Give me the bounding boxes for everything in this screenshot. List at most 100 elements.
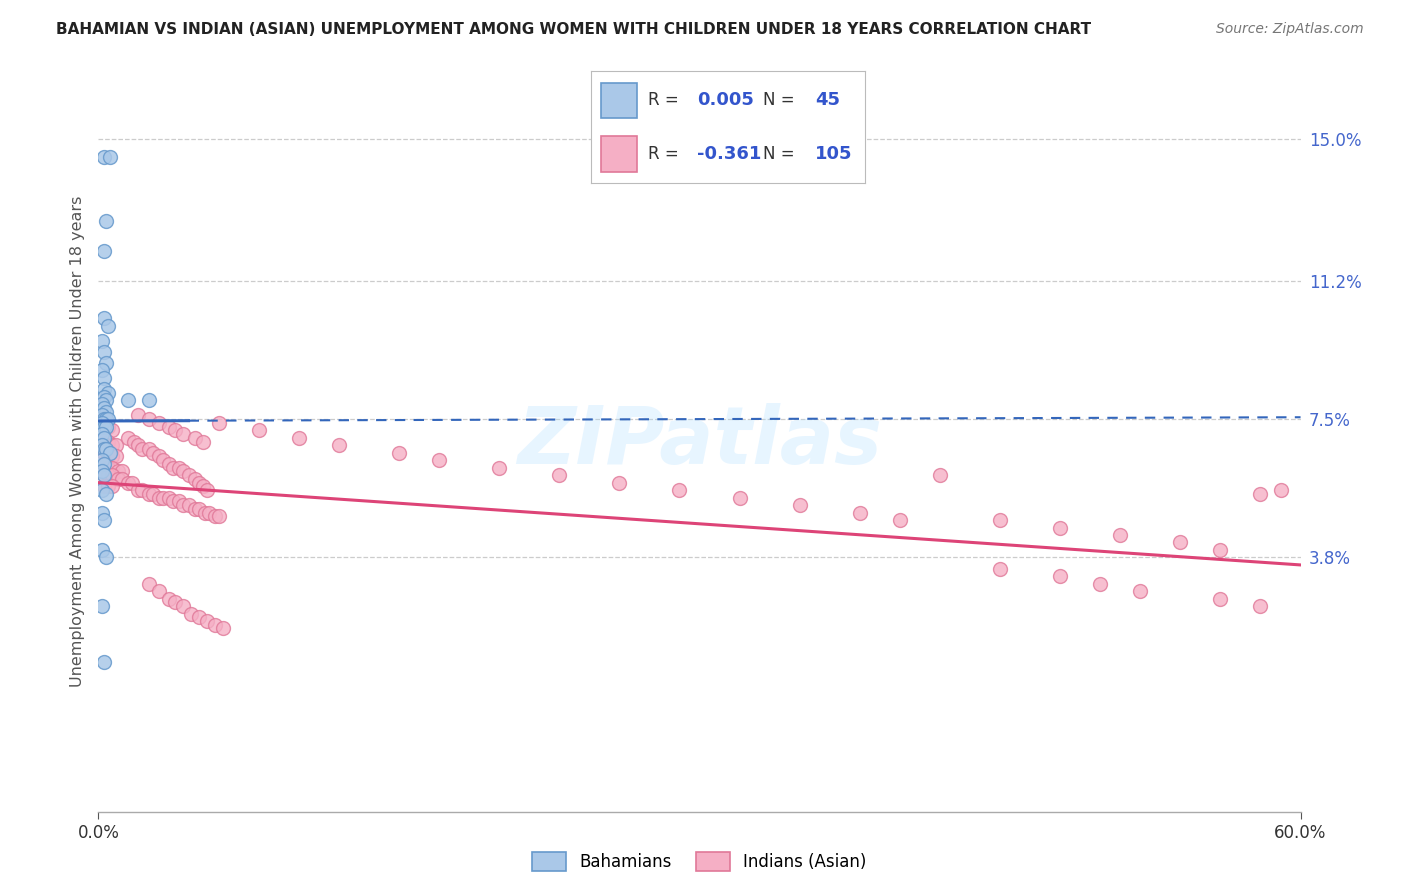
Point (157, 491, 180, 505)
Point (91, 427, 114, 442)
Point (91, 397, 114, 411)
Text: N =: N = (763, 145, 794, 163)
Point (427, 453, 450, 467)
Point (91, 465, 114, 479)
Point (1250, 487, 1272, 501)
Point (97, 419, 120, 434)
Point (148, 416, 170, 430)
Text: ZIPatlas: ZIPatlas (517, 402, 882, 481)
Point (97, 412, 120, 426)
Point (91, 506, 114, 520)
Point (93, 390, 115, 404)
Point (208, 509, 231, 524)
Point (96, 442, 118, 456)
Point (128, 438, 150, 452)
Point (101, 438, 124, 452)
Point (97, 434, 120, 449)
Point (163, 595, 186, 609)
Point (93, 371, 115, 385)
Point (183, 472, 205, 486)
Point (128, 483, 150, 497)
Point (197, 506, 219, 520)
Text: 105: 105 (815, 145, 853, 163)
Point (141, 446, 163, 460)
Point (91, 453, 114, 467)
Point (167, 460, 190, 475)
Text: 0.005: 0.005 (697, 91, 755, 110)
Point (191, 434, 214, 449)
Point (97, 386, 120, 401)
Bar (602, 83, 637, 119)
Point (93, 457, 115, 471)
Point (1129, 584, 1152, 599)
Point (138, 487, 160, 501)
Text: R =: R = (648, 145, 679, 163)
Point (93, 412, 115, 426)
Point (93, 655, 115, 669)
Point (162, 460, 184, 475)
Point (97, 450, 120, 464)
Point (157, 419, 180, 434)
Point (152, 453, 174, 467)
Point (889, 513, 911, 527)
Point (180, 607, 202, 621)
Point (91, 438, 114, 452)
Point (93, 513, 115, 527)
Point (728, 491, 751, 505)
Point (172, 465, 194, 479)
Point (96, 393, 118, 408)
Point (187, 475, 209, 490)
Bar (602, 136, 637, 171)
Point (97, 479, 120, 493)
Point (93, 468, 115, 483)
Text: R =: R = (648, 91, 679, 110)
Point (107, 472, 129, 486)
Point (172, 599, 194, 613)
Point (988, 562, 1011, 576)
Point (929, 468, 952, 483)
Legend: Bahamians, Indians (Asian): Bahamians, Indians (Asian) (526, 845, 873, 878)
Point (96, 356, 118, 370)
Text: N =: N = (763, 91, 794, 110)
Point (91, 334, 114, 348)
Point (195, 483, 218, 497)
Point (163, 423, 186, 437)
Point (609, 475, 631, 490)
Point (93, 431, 115, 445)
Text: Source: ZipAtlas.com: Source: ZipAtlas.com (1216, 22, 1364, 37)
Point (148, 491, 170, 505)
Point (138, 393, 160, 408)
Point (148, 450, 170, 464)
Point (183, 501, 205, 516)
Point (91, 483, 114, 497)
Point (167, 494, 190, 508)
Point (1209, 543, 1232, 558)
Point (101, 479, 124, 493)
Point (138, 412, 160, 426)
Point (101, 468, 124, 483)
Point (988, 513, 1011, 527)
Point (131, 483, 153, 497)
Point (191, 479, 214, 493)
Point (93, 468, 115, 483)
Point (211, 622, 233, 636)
Point (93, 431, 115, 445)
Point (177, 468, 200, 483)
Point (157, 457, 180, 471)
Point (96, 419, 118, 434)
Point (128, 409, 150, 423)
Point (138, 576, 160, 591)
Point (1088, 576, 1111, 591)
Point (107, 465, 129, 479)
Point (131, 442, 153, 456)
Point (141, 487, 163, 501)
Text: -0.361: -0.361 (697, 145, 762, 163)
Point (97, 460, 120, 475)
Text: BAHAMIAN VS INDIAN (ASIAN) UNEMPLOYMENT AMONG WOMEN WITH CHILDREN UNDER 18 YEARS: BAHAMIAN VS INDIAN (ASIAN) UNEMPLOYMENT … (56, 22, 1091, 37)
Point (93, 382, 115, 396)
Point (1250, 599, 1272, 613)
Point (1049, 569, 1071, 583)
Point (488, 460, 510, 475)
Point (1270, 483, 1292, 497)
Point (157, 591, 180, 606)
